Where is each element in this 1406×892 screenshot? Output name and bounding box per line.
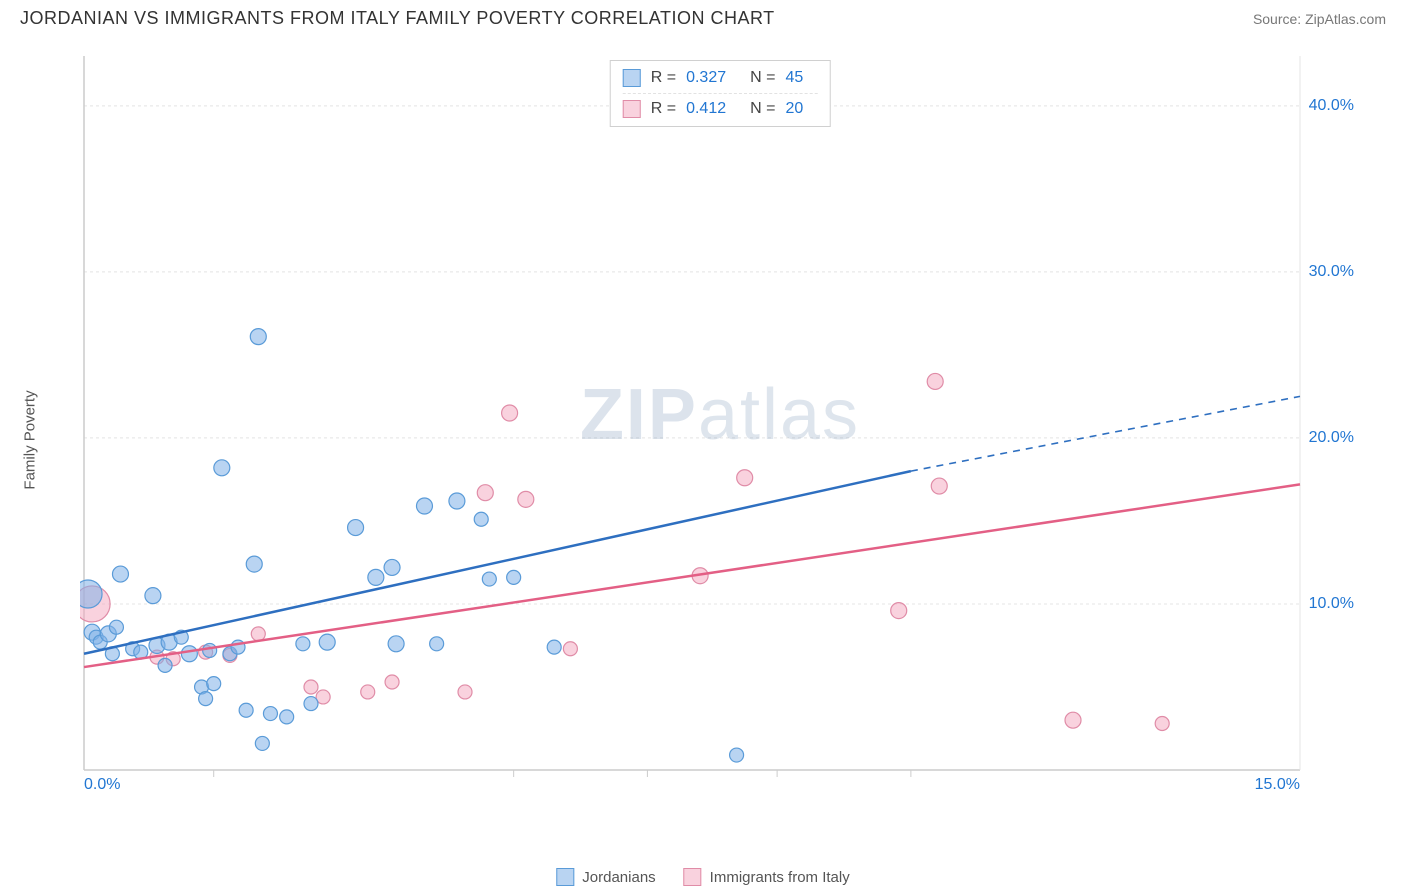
legend-label-2: Immigrants from Italy [710, 869, 850, 886]
bottom-legend: Jordanians Immigrants from Italy [556, 868, 849, 886]
y-tick-label: 10.0% [1309, 595, 1354, 613]
header-bar: JORDANIAN VS IMMIGRANTS FROM ITALY FAMIL… [0, 0, 1406, 33]
scatter-svg [80, 50, 1360, 810]
n-value-1: 45 [785, 69, 803, 87]
r-value-2: 0.412 [686, 100, 726, 118]
r-label: R = [651, 100, 676, 118]
swatch-series2 [623, 100, 641, 118]
y-tick-label: 30.0% [1309, 263, 1354, 281]
chart-title: JORDANIAN VS IMMIGRANTS FROM ITALY FAMIL… [20, 8, 775, 29]
y-tick-label: 40.0% [1309, 97, 1354, 115]
legend-swatch-2 [684, 868, 702, 886]
r-value-1: 0.327 [686, 69, 726, 87]
legend-item-1: Jordanians [556, 868, 655, 886]
source-attribution: Source: ZipAtlas.com [1253, 11, 1386, 27]
y-axis-label: Family Poverty [22, 390, 39, 489]
y-tick-label: 20.0% [1309, 429, 1354, 447]
n-value-2: 20 [785, 100, 803, 118]
n-label: N = [750, 69, 775, 87]
x-tick-label: 0.0% [84, 776, 120, 794]
plot-area: ZIPatlas R = 0.327 N = 45 R = 0.412 N = … [80, 50, 1360, 810]
swatch-series1 [623, 69, 641, 87]
x-tick-label: 15.0% [1255, 776, 1300, 794]
stat-row-series1: R = 0.327 N = 45 [623, 67, 818, 89]
legend-item-2: Immigrants from Italy [684, 868, 850, 886]
chart-container: Family Poverty ZIPatlas R = 0.327 N = 45… [50, 50, 1390, 830]
legend-label-1: Jordanians [582, 869, 655, 886]
r-label: R = [651, 69, 676, 87]
stat-row-series2: R = 0.412 N = 20 [623, 93, 818, 120]
correlation-stats-box: R = 0.327 N = 45 R = 0.412 N = 20 [610, 60, 831, 127]
legend-swatch-1 [556, 868, 574, 886]
n-label: N = [750, 100, 775, 118]
